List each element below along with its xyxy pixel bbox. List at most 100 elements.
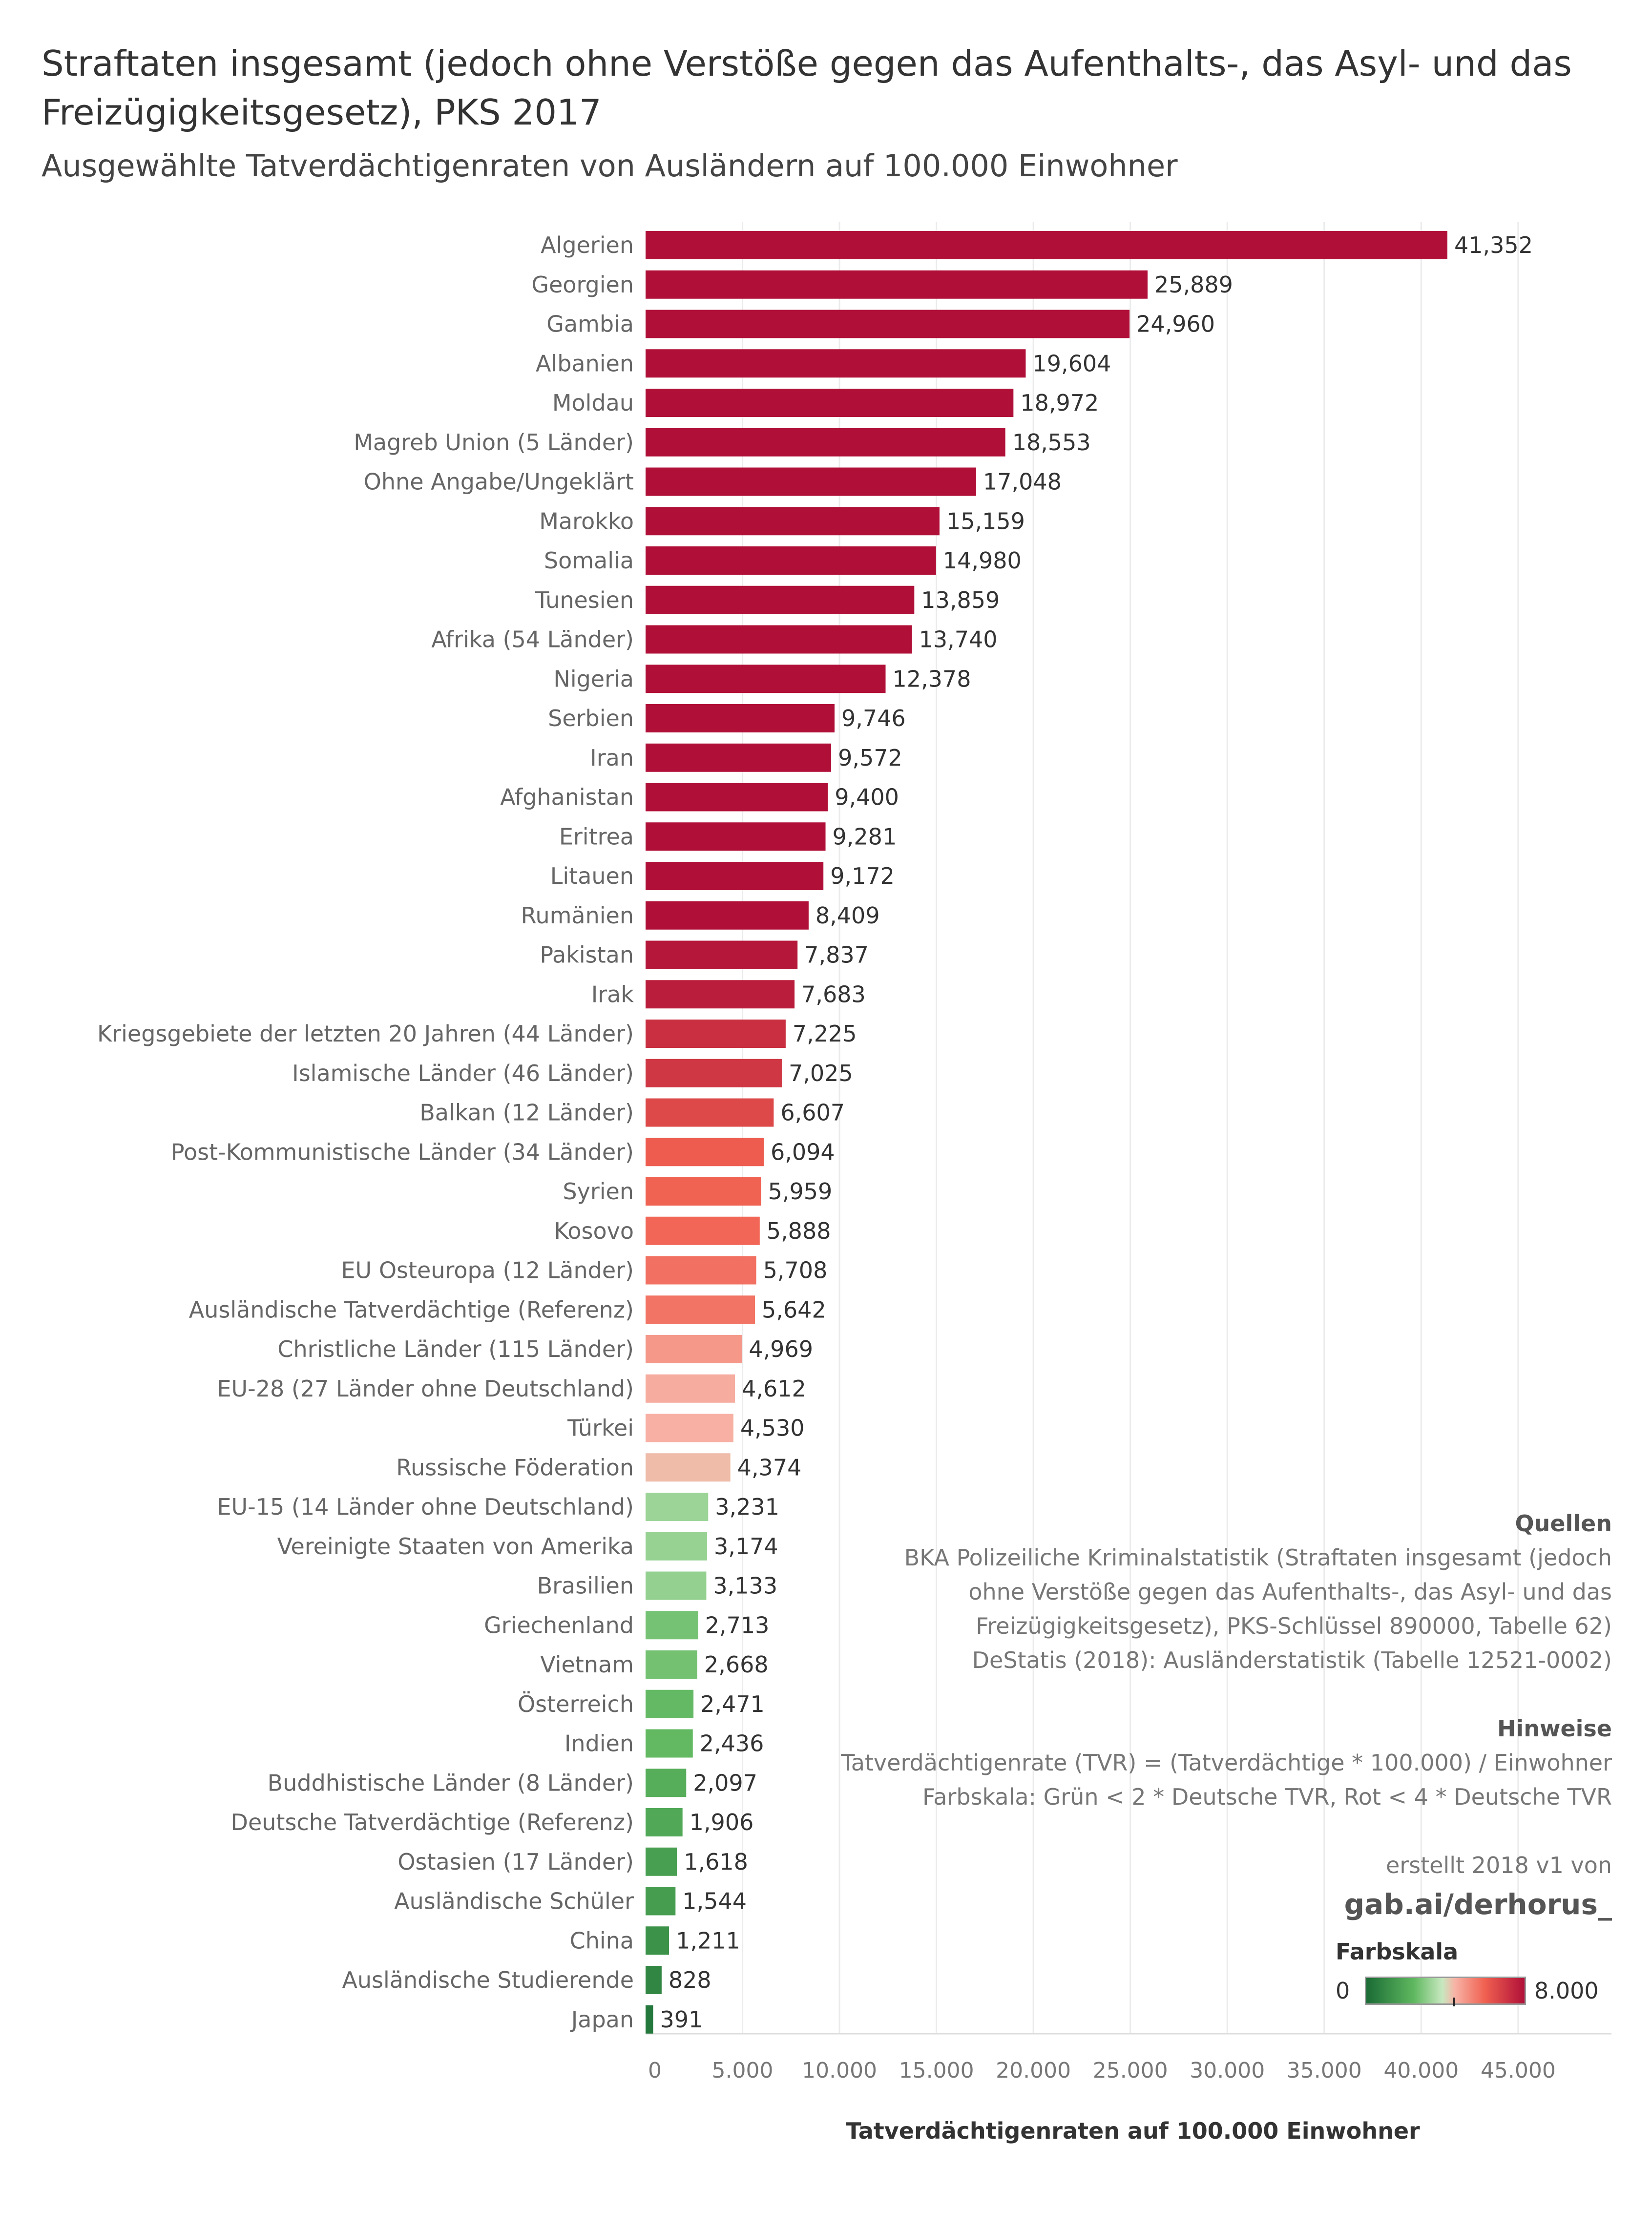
value-label: 3,174 <box>714 1533 778 1560</box>
bar[interactable] <box>646 862 824 890</box>
bar[interactable] <box>646 1611 698 1640</box>
bar[interactable] <box>646 743 832 772</box>
bar[interactable] <box>646 349 1026 378</box>
bar[interactable] <box>646 1374 735 1403</box>
bar[interactable] <box>646 1532 708 1561</box>
x-tick-label: 35.000 <box>1287 2058 1362 2083</box>
bar[interactable] <box>646 1493 709 1521</box>
source-line: Freizügigkeitsgesetz), PKS-Schlüssel 890… <box>976 1613 1612 1639</box>
category-label: Buddhistische Länder (8 Länder) <box>268 1770 634 1796</box>
x-tick-label: 15.000 <box>899 2058 974 2083</box>
category-label: Georgien <box>531 271 634 298</box>
bar[interactable] <box>646 507 940 536</box>
source-line: ohne Verstöße gegen das Aufenthalts-, da… <box>968 1579 1612 1605</box>
value-label: 4,530 <box>740 1415 805 1441</box>
bar[interactable] <box>646 1847 677 1876</box>
bar[interactable] <box>646 1295 755 1324</box>
bar[interactable] <box>646 1256 756 1285</box>
bar[interactable] <box>646 231 1447 259</box>
bar[interactable] <box>646 270 1148 299</box>
category-label: Serbien <box>548 705 634 731</box>
value-label: 24,960 <box>1136 311 1215 337</box>
bar[interactable] <box>646 1177 761 1206</box>
bar[interactable] <box>646 1808 683 1836</box>
bar[interactable] <box>646 389 1014 417</box>
x-axis-ticks: 0 5.000 10.000 15.000 20.000 25.000 30.000 35.0… <box>648 2058 1556 2083</box>
category-label: Gambia <box>546 311 634 337</box>
bar[interactable] <box>646 1216 760 1245</box>
bar[interactable] <box>646 585 915 614</box>
bar[interactable] <box>646 940 798 969</box>
value-label: 828 <box>669 1967 711 1993</box>
bar[interactable] <box>646 783 828 812</box>
bar[interactable] <box>646 467 976 496</box>
category-label: Vietnam <box>540 1651 634 1678</box>
bar[interactable] <box>646 1689 694 1718</box>
bar[interactable] <box>646 428 1005 457</box>
category-label: Rumänien <box>521 902 634 929</box>
category-label: Nigeria <box>553 666 634 692</box>
bar[interactable] <box>646 2005 653 2034</box>
bar[interactable] <box>646 1414 733 1442</box>
bar[interactable] <box>646 1020 786 1048</box>
bar[interactable] <box>646 704 835 732</box>
category-label: Russische Föderation <box>396 1454 634 1480</box>
category-label: Türkei <box>567 1415 634 1441</box>
bar[interactable] <box>646 1729 693 1758</box>
value-label: 1,211 <box>676 1927 740 1954</box>
value-label: 5,708 <box>763 1257 828 1284</box>
bar[interactable] <box>646 1966 662 1994</box>
value-label: 8,409 <box>816 902 880 929</box>
bar[interactable] <box>646 625 912 654</box>
category-label: Ausländische Studierende <box>342 1967 634 1993</box>
bar[interactable] <box>646 1571 707 1600</box>
bar[interactable] <box>646 1453 731 1482</box>
x-tick-label: 10.000 <box>802 2058 877 2083</box>
category-label: China <box>570 1927 634 1954</box>
bar[interactable] <box>646 1887 676 1916</box>
bar[interactable] <box>646 1098 774 1127</box>
value-label: 2,471 <box>700 1691 765 1717</box>
bar[interactable] <box>646 980 795 1009</box>
value-label: 4,969 <box>749 1336 813 1362</box>
bar[interactable] <box>646 665 886 693</box>
source-line: DeStatis (2018): Ausländerstatistik (Tab… <box>972 1647 1612 1673</box>
category-label: Kosovo <box>554 1218 634 1244</box>
category-label: Marokko <box>539 508 634 534</box>
bar[interactable] <box>646 901 809 930</box>
category-label: Magreb Union (5 Länder) <box>354 429 634 456</box>
color-legend: Farbskala 0 8.000 <box>1336 1938 1609 2007</box>
credit-text: erstellt 2018 v1 von <box>1385 1852 1612 1878</box>
category-label: Österreich <box>518 1691 634 1717</box>
bar[interactable] <box>646 1138 764 1167</box>
value-label: 2,713 <box>705 1612 770 1638</box>
bar[interactable] <box>646 822 826 851</box>
bar[interactable] <box>646 1059 782 1087</box>
bar[interactable] <box>646 1926 669 1955</box>
value-label: 18,553 <box>1012 429 1091 456</box>
value-label: 4,374 <box>737 1454 802 1480</box>
category-label: EU-15 (14 Länder ohne Deutschland) <box>217 1494 634 1520</box>
bar[interactable] <box>646 1769 687 1797</box>
author-link[interactable]: gab.ai/derhorus_ <box>1344 1888 1612 1921</box>
category-label: Algerien <box>541 232 634 258</box>
value-label: 18,972 <box>1020 390 1099 416</box>
category-label: Somalia <box>544 547 634 574</box>
value-label: 1,906 <box>690 1809 754 1835</box>
category-label: Ausländische Tatverdächtige (Referenz) <box>189 1296 634 1323</box>
bar[interactable] <box>646 546 936 575</box>
value-label: 9,400 <box>835 784 899 811</box>
bar[interactable] <box>646 1335 742 1363</box>
category-label: Balkan (12 Länder) <box>419 1100 634 1126</box>
category-label: Moldau <box>552 390 634 416</box>
category-label: Syrien <box>563 1178 634 1205</box>
value-label: 14,980 <box>943 547 1022 574</box>
category-label: Post-Kommunistische Länder (34 Länder) <box>171 1139 634 1165</box>
bar[interactable] <box>646 310 1130 338</box>
bar[interactable] <box>646 1650 697 1679</box>
x-tick-label: 20.000 <box>996 2058 1071 2083</box>
category-label: Griechenland <box>484 1612 634 1638</box>
x-tick-label: 45.000 <box>1481 2058 1556 2083</box>
value-label: 6,094 <box>771 1139 835 1165</box>
value-label: 13,740 <box>919 626 998 653</box>
